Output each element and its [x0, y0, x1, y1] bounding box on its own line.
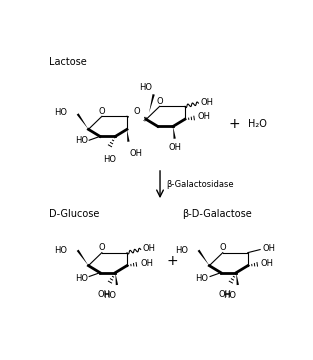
Polygon shape	[115, 273, 118, 285]
Text: OH: OH	[140, 259, 153, 268]
Polygon shape	[127, 129, 130, 142]
Text: β-Galactosidase: β-Galactosidase	[166, 180, 234, 189]
Text: OH: OH	[130, 149, 143, 158]
Text: HO: HO	[103, 155, 116, 164]
Text: HO: HO	[196, 274, 208, 283]
Text: +: +	[167, 254, 178, 268]
Text: HO: HO	[54, 108, 67, 117]
Text: OH: OH	[218, 291, 231, 300]
Text: HO: HO	[175, 246, 188, 255]
Text: OH: OH	[97, 291, 110, 300]
Polygon shape	[77, 113, 88, 129]
Text: HO: HO	[103, 291, 116, 300]
Text: O: O	[156, 96, 163, 105]
Text: OH: OH	[201, 98, 214, 107]
Text: HO: HO	[74, 136, 88, 145]
Text: OH: OH	[142, 244, 155, 253]
Text: HO: HO	[223, 291, 237, 300]
Text: β-D-Galactose: β-D-Galactose	[182, 209, 252, 219]
Text: H₂O: H₂O	[248, 119, 266, 129]
Text: Lactose: Lactose	[49, 57, 87, 67]
Polygon shape	[198, 249, 209, 266]
Text: +: +	[229, 117, 240, 131]
Text: O: O	[99, 107, 105, 116]
Polygon shape	[173, 126, 176, 139]
Text: O: O	[99, 243, 105, 252]
Polygon shape	[236, 273, 239, 285]
Text: OH: OH	[198, 112, 211, 121]
Text: O: O	[133, 107, 140, 116]
Polygon shape	[77, 249, 88, 266]
Text: O: O	[219, 243, 226, 252]
Text: D-Glucose: D-Glucose	[49, 209, 100, 219]
Polygon shape	[149, 94, 155, 113]
Text: HO: HO	[74, 274, 88, 283]
Text: HO: HO	[54, 246, 67, 255]
Text: HO: HO	[139, 83, 152, 92]
Text: OH: OH	[262, 244, 275, 253]
Text: OH: OH	[168, 143, 181, 152]
Text: OH: OH	[261, 259, 274, 268]
